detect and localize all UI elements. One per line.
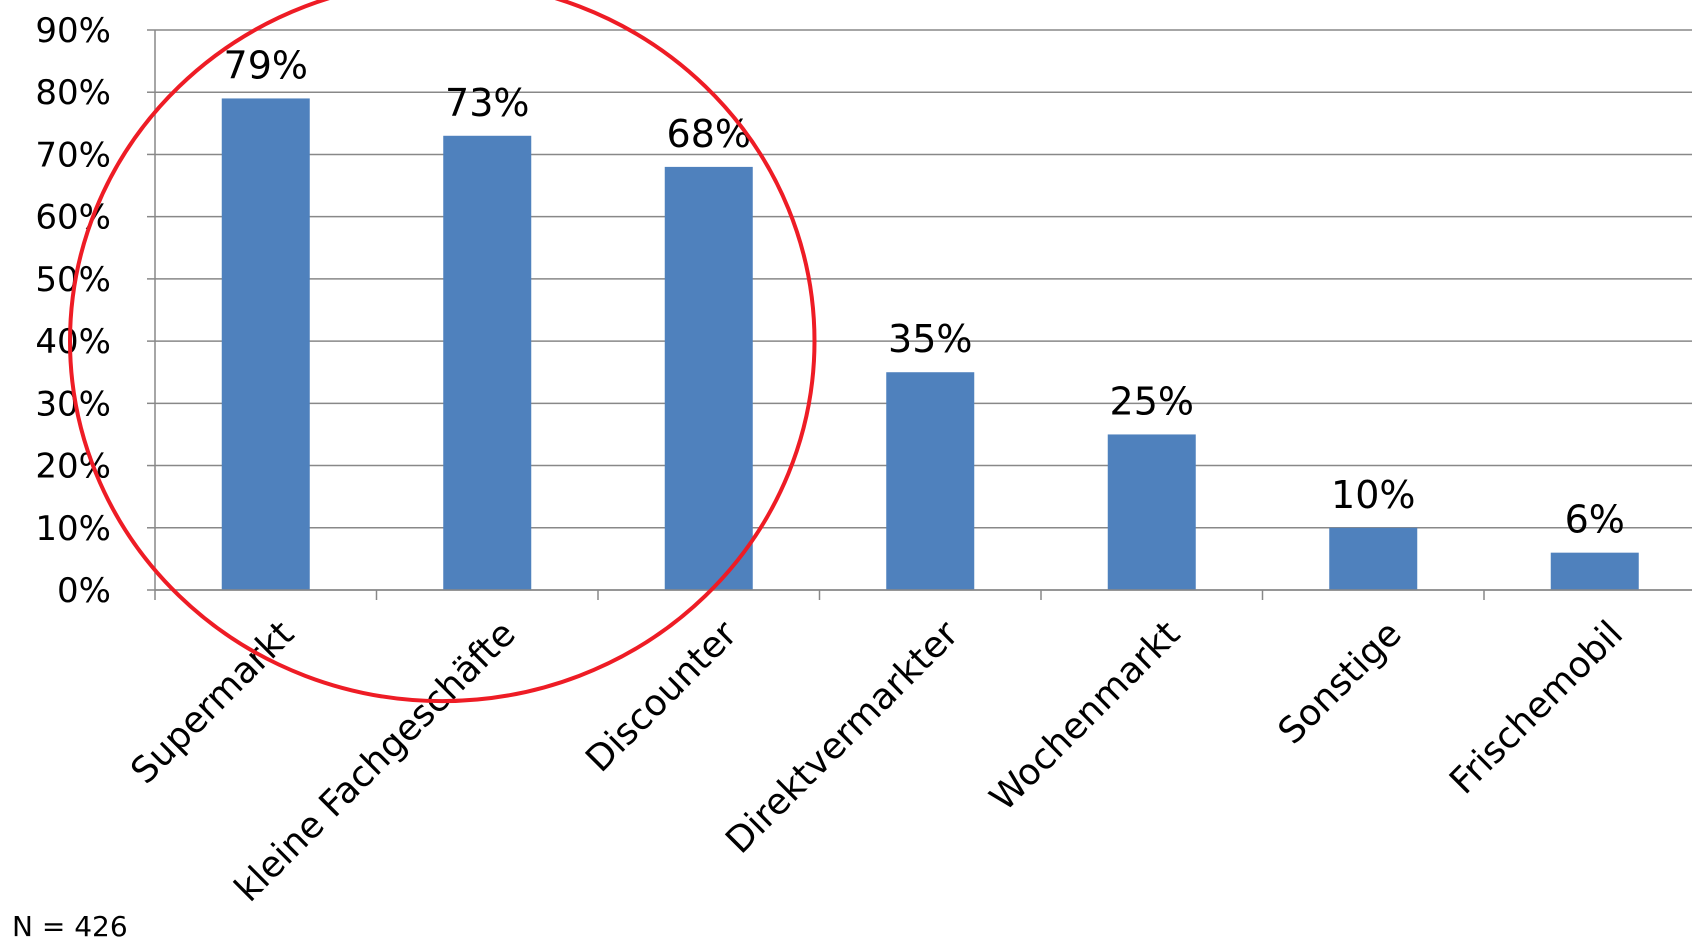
- bars: [221, 98, 1639, 590]
- x-tick-label: Direktvermarkter: [718, 613, 967, 862]
- data-label: 6%: [1565, 498, 1625, 542]
- highlight-annotation: [68, 0, 817, 704]
- x-tick-label: Discounter: [578, 613, 745, 780]
- data-label: 35%: [888, 317, 972, 361]
- y-tick-label: 90%: [35, 11, 111, 51]
- bar: [664, 166, 753, 590]
- bar: [1550, 552, 1639, 590]
- x-tick-label: Sonstige: [1271, 613, 1410, 752]
- axes: [147, 29, 1692, 600]
- data-label: 10%: [1331, 473, 1415, 517]
- highlight-circle: [68, 0, 817, 704]
- y-tick-label: 70%: [35, 135, 111, 175]
- data-label: 68%: [667, 112, 751, 156]
- y-tick-label: 0%: [57, 571, 111, 611]
- x-tick-label: Wochenmarkt: [982, 613, 1188, 819]
- data-label: 25%: [1110, 379, 1194, 423]
- gridlines: [155, 29, 1692, 591]
- bar: [221, 98, 310, 590]
- x-tick-label: Supermarkt: [123, 613, 302, 792]
- bar: [886, 372, 975, 590]
- data-label: 73%: [445, 81, 529, 125]
- sample-size-note: N = 426: [12, 910, 128, 943]
- bar: [1329, 527, 1418, 590]
- bar: [1107, 434, 1196, 590]
- y-tick-label: 80%: [35, 73, 111, 113]
- data-labels: 79% 73% 68% 35% 25% 10% 6%: [224, 43, 1625, 541]
- data-label: 79%: [224, 43, 308, 87]
- y-tick-label: 10%: [35, 509, 111, 549]
- bar: [443, 135, 532, 590]
- x-tick-label: Frischemobil: [1442, 613, 1631, 802]
- y-tick-label: 40%: [35, 322, 111, 362]
